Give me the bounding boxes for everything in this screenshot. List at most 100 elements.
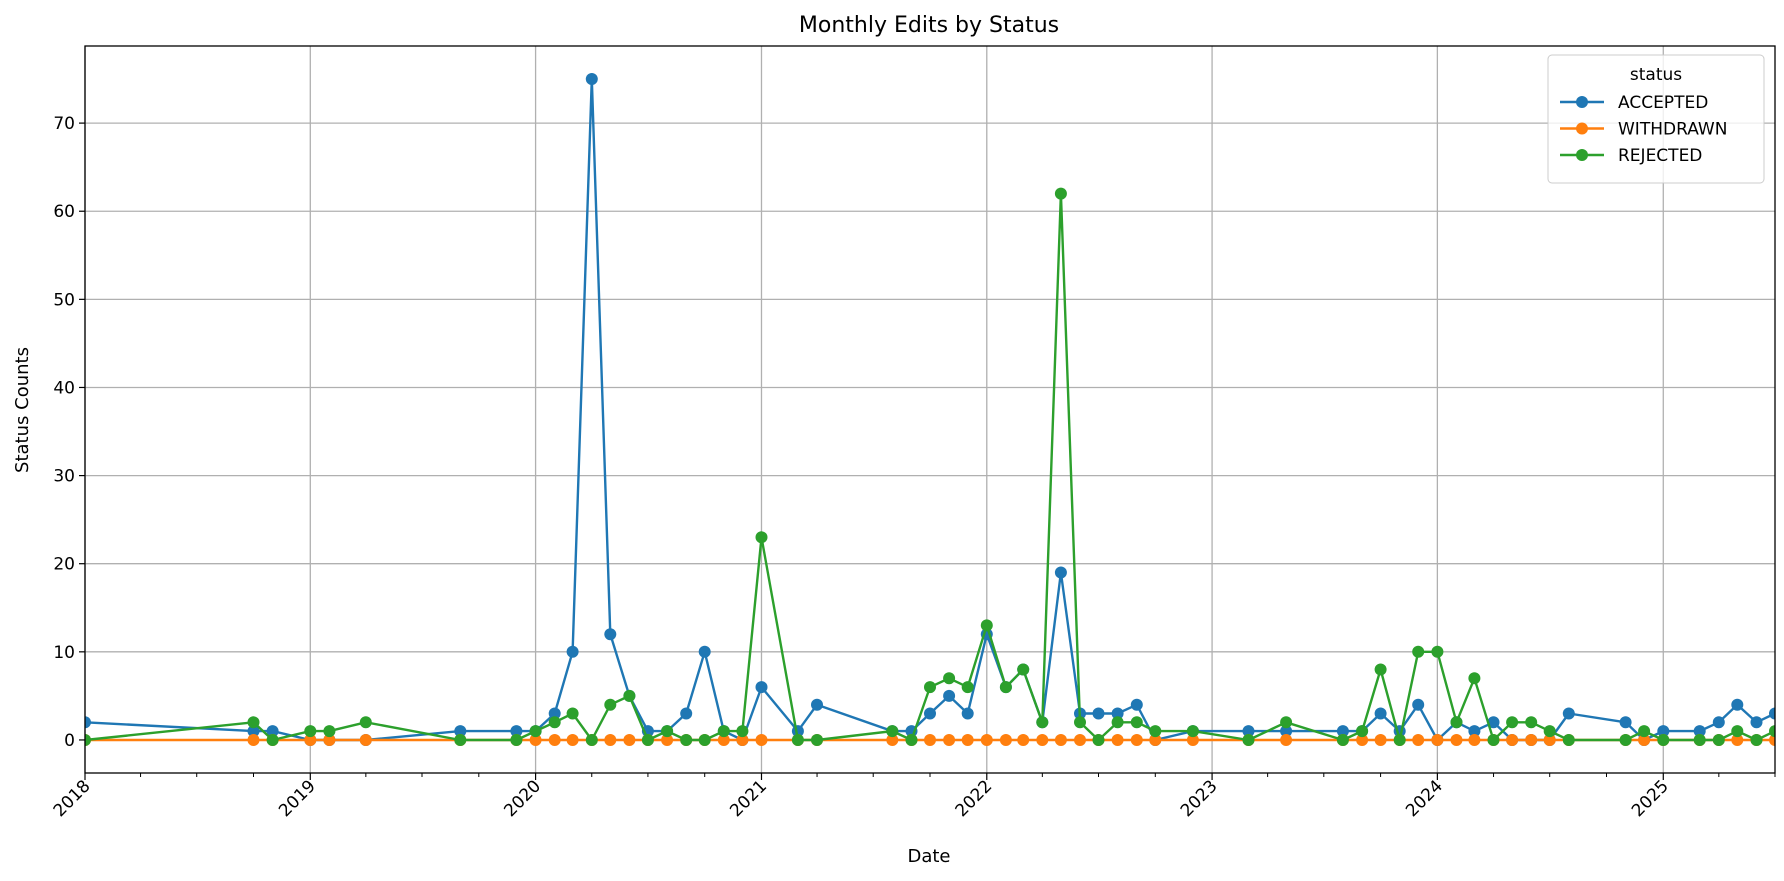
- data-point-withdrawn: [1468, 734, 1481, 746]
- legend: status ACCEPTED WITHDRAWN REJECTED: [1547, 54, 1765, 184]
- data-point-accepted: [1412, 698, 1425, 711]
- data-point-withdrawn: [999, 734, 1012, 746]
- data-point-rejected: [566, 707, 579, 720]
- data-point-rejected: [1487, 734, 1500, 746]
- data-point-withdrawn: [1186, 734, 1199, 746]
- data-point-accepted: [755, 681, 768, 694]
- data-point-accepted: [1374, 707, 1387, 720]
- data-point-rejected: [924, 681, 936, 694]
- data-point-rejected: [266, 734, 279, 746]
- data-point-rejected: [961, 681, 974, 694]
- data-point-rejected: [905, 734, 918, 746]
- data-point-rejected: [85, 734, 91, 746]
- data-point-rejected: [811, 734, 823, 746]
- data-point-withdrawn: [1450, 734, 1463, 746]
- data-point-withdrawn: [1769, 734, 1775, 746]
- data-point-rejected: [454, 734, 467, 746]
- data-point-rejected: [698, 734, 711, 746]
- data-point-rejected: [886, 725, 899, 738]
- data-point-accepted: [1712, 716, 1725, 729]
- data-point-accepted: [680, 707, 693, 720]
- data-point-withdrawn: [943, 734, 956, 746]
- data-point-rejected: [604, 698, 617, 711]
- data-point-withdrawn: [247, 734, 260, 746]
- data-point-rejected: [1374, 663, 1387, 676]
- data-point-accepted: [698, 645, 711, 658]
- series-rejected: [85, 187, 1775, 746]
- legend-marker-accepted: [1576, 96, 1588, 108]
- y-tick-label: 50: [53, 290, 75, 310]
- data-point-withdrawn: [961, 734, 974, 746]
- y-tick-label: 0: [64, 731, 75, 751]
- data-point-rejected: [791, 734, 804, 746]
- data-point-rejected: [980, 619, 993, 632]
- legend-label-accepted: ACCEPTED: [1618, 93, 1708, 113]
- data-point-accepted: [85, 716, 91, 729]
- data-point-withdrawn: [1054, 734, 1067, 746]
- data-point-rejected: [529, 725, 542, 738]
- data-point-withdrawn: [1412, 734, 1425, 746]
- data-point-withdrawn: [1280, 734, 1293, 746]
- data-point-withdrawn: [623, 734, 636, 746]
- data-point-accepted: [1092, 707, 1105, 720]
- data-point-withdrawn: [1525, 734, 1538, 746]
- data-point-rejected: [1506, 716, 1519, 729]
- data-point-rejected: [641, 734, 654, 746]
- data-point-accepted: [811, 698, 823, 711]
- data-point-accepted: [1242, 725, 1255, 738]
- data-point-withdrawn: [1130, 734, 1143, 746]
- data-point-accepted: [1130, 698, 1143, 711]
- data-point-accepted: [454, 725, 467, 738]
- data-point-withdrawn: [1111, 734, 1124, 746]
- data-point-accepted: [1336, 725, 1349, 738]
- y-tick-label: 30: [53, 467, 75, 487]
- data-point-rejected: [1017, 663, 1030, 676]
- data-point-withdrawn: [1431, 734, 1444, 746]
- data-point-withdrawn: [604, 734, 617, 746]
- data-point-rejected: [1657, 734, 1670, 746]
- data-point-withdrawn: [1543, 734, 1556, 746]
- data-point-withdrawn: [1017, 734, 1030, 746]
- data-point-rejected: [1036, 716, 1049, 729]
- data-point-withdrawn: [359, 734, 372, 746]
- data-point-withdrawn: [1074, 734, 1086, 746]
- data-point-withdrawn: [1036, 734, 1049, 746]
- legend-box: [1547, 54, 1765, 184]
- data-point-withdrawn: [1149, 734, 1162, 746]
- data-point-rejected: [1731, 725, 1744, 738]
- data-point-rejected: [585, 734, 598, 746]
- legend-item-withdrawn: WITHDRAWN: [1560, 120, 1727, 140]
- data-point-withdrawn: [717, 734, 730, 746]
- data-point-rejected: [1336, 734, 1349, 746]
- data-point-rejected: [247, 716, 260, 729]
- data-point-accepted: [1487, 716, 1500, 729]
- data-point-rejected: [1750, 734, 1763, 746]
- data-point-accepted: [1657, 725, 1670, 738]
- data-point-rejected: [680, 734, 693, 746]
- legend-item-accepted: ACCEPTED: [1560, 93, 1708, 113]
- data-point-accepted: [1562, 707, 1575, 720]
- data-point-accepted: [1619, 716, 1632, 729]
- y-tick-label: 10: [53, 643, 75, 663]
- data-point-accepted: [943, 689, 956, 702]
- data-point-rejected: [1638, 725, 1651, 738]
- data-point-withdrawn: [1356, 734, 1369, 746]
- data-point-rejected: [1562, 734, 1575, 746]
- legend-label-rejected: REJECTED: [1618, 146, 1702, 166]
- data-point-withdrawn: [304, 734, 317, 746]
- data-point-rejected: [1054, 187, 1067, 200]
- legend-marker-withdrawn: [1576, 122, 1588, 135]
- data-point-accepted: [924, 707, 936, 720]
- data-point-withdrawn: [755, 734, 768, 746]
- data-point-accepted: [1111, 707, 1124, 720]
- data-point-rejected: [1543, 725, 1556, 738]
- x-axis-label: Date: [907, 846, 950, 867]
- data-point-rejected: [999, 681, 1012, 694]
- data-point-rejected: [359, 716, 372, 729]
- data-point-rejected: [1412, 645, 1425, 658]
- data-point-rejected: [548, 716, 561, 729]
- data-point-accepted: [247, 725, 260, 738]
- data-point-withdrawn: [323, 734, 336, 746]
